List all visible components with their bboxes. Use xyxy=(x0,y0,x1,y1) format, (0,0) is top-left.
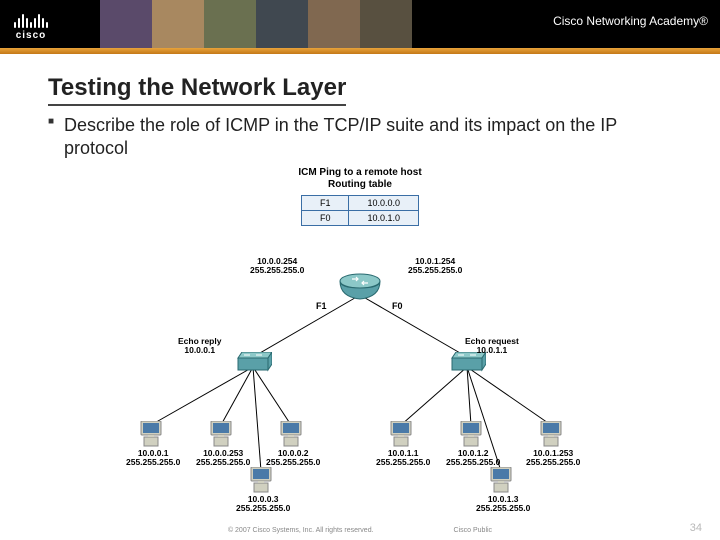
slide-content: Testing the Network Layer Describe the r… xyxy=(0,54,720,497)
router-if-f1: F1 xyxy=(316,301,327,311)
pc-icon xyxy=(458,421,484,447)
rt-cell: F0 xyxy=(301,211,349,226)
pc-icon xyxy=(488,467,514,493)
rt-cell: F1 xyxy=(301,196,349,211)
router-icon xyxy=(338,273,382,301)
echo-reply-label: Echo reply10.0.0.1 xyxy=(178,337,221,356)
header-photo xyxy=(152,0,204,48)
routing-table: F1 10.0.0.0 F0 10.0.1.0 xyxy=(301,195,419,226)
academy-label: Cisco Networking Academy® xyxy=(553,14,708,28)
table-row: F0 10.0.1.0 xyxy=(301,211,418,226)
left-host-2-ip: 10.0.0.2255.255.255.0 xyxy=(266,449,320,468)
pc-icon xyxy=(208,421,234,447)
footer-classification: Cisco Public xyxy=(454,527,493,534)
pc-icon xyxy=(278,421,304,447)
pc-icon xyxy=(248,467,274,493)
header-photo-strip xyxy=(100,0,412,48)
right-host-3-ip: 10.0.1.3255.255.255.0 xyxy=(476,495,530,514)
pc-icon xyxy=(388,421,414,447)
right-host-0-ip: 10.0.1.1255.255.255.0 xyxy=(376,449,430,468)
right-host-1-ip: 10.0.1.2255.255.255.0 xyxy=(446,449,500,468)
switch-icon xyxy=(234,352,272,372)
left-host-0-ip: 10.0.0.1255.255.255.0 xyxy=(126,449,180,468)
page-number: 34 xyxy=(690,522,702,534)
footer: © 2007 Cisco Systems, Inc. All rights re… xyxy=(0,527,720,534)
router-if-f0: F0 xyxy=(392,301,403,311)
header-photo xyxy=(204,0,256,48)
diagram-title: ICM Ping to a remote host Routing table xyxy=(120,167,600,191)
table-row: F1 10.0.0.0 xyxy=(301,196,418,211)
header-bar: cisco Cisco Networking Academy® xyxy=(0,0,720,48)
header-photo xyxy=(256,0,308,48)
cisco-logo-text: cisco xyxy=(16,30,47,41)
slide-bullet: Describe the role of ICMP in the TCP/IP … xyxy=(48,114,672,159)
left-host-1-ip: 10.0.0.253255.255.255.0 xyxy=(196,449,250,468)
header-photo xyxy=(100,0,152,48)
slide-title: Testing the Network Layer xyxy=(48,74,346,106)
header-photo xyxy=(360,0,412,48)
right-host-2-ip: 10.0.1.253255.255.255.0 xyxy=(526,449,580,468)
cisco-logo-bars xyxy=(14,10,48,28)
router-right-ip: 10.0.1.254255.255.255.0 xyxy=(408,257,462,276)
cisco-logo: cisco xyxy=(14,10,48,41)
pc-icon xyxy=(538,421,564,447)
pc-icon xyxy=(138,421,164,447)
echo-request-label: Echo request10.0.1.1 xyxy=(465,337,519,356)
header-photo xyxy=(308,0,360,48)
footer-copyright: © 2007 Cisco Systems, Inc. All rights re… xyxy=(228,527,374,534)
left-host-3-ip: 10.0.0.3255.255.255.0 xyxy=(236,495,290,514)
rt-cell: 10.0.1.0 xyxy=(349,211,419,226)
router-left-ip: 10.0.0.254255.255.255.0 xyxy=(250,257,304,276)
network-diagram: ICM Ping to a remote host Routing table … xyxy=(120,167,600,497)
rt-cell: 10.0.0.0 xyxy=(349,196,419,211)
